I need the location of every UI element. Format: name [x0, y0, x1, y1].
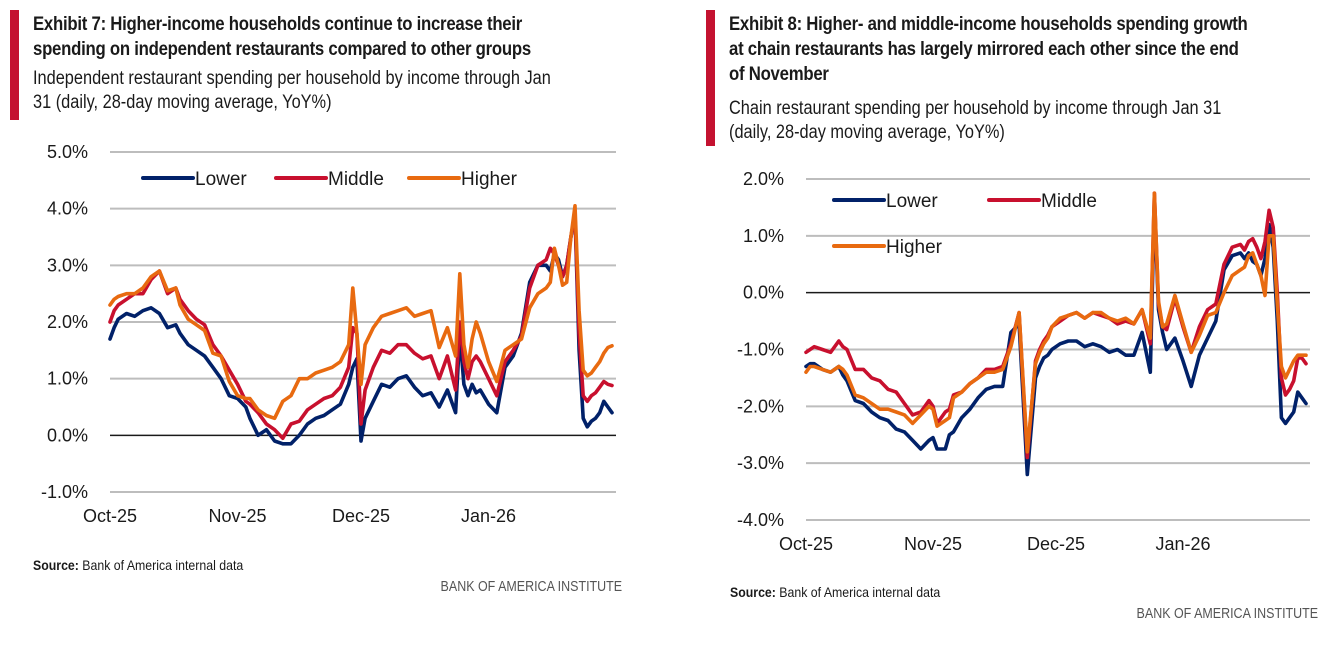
x-tick-label: Nov-25 [904, 534, 962, 554]
chart-title: Exhibit 7: Higher-income households cont… [33, 12, 531, 62]
series-line-middle [108, 212, 614, 441]
source-text: Bank of America internal data [775, 584, 941, 600]
legend-label-lower: Lower [195, 169, 247, 190]
source-label: Source: [730, 584, 776, 600]
y-tick-label: 1.0% [47, 369, 88, 389]
y-tick-label: 0.0% [743, 283, 784, 303]
series-line-higher [804, 191, 1308, 454]
source-text: Bank of America internal data [78, 557, 244, 573]
exhibit-7-chart: 5.0% 4.0% 3.0% 2.0% 1.0% 0.0% -1.0% Oct-25 Nov-2… [41, 142, 616, 526]
accent-bar [10, 10, 19, 120]
y-tick-label: 5.0% [47, 142, 88, 162]
y-tick-label: 3.0% [47, 255, 88, 275]
subtitle-line: Independent restaurant spending per hous… [33, 68, 551, 89]
subtitle-line: Chain restaurant spending per household … [729, 98, 1222, 119]
y-tick-label: 4.0% [47, 199, 88, 219]
y-tick-label: 1.0% [743, 226, 784, 246]
y-tick-label: 2.0% [743, 169, 784, 189]
subtitle-line: 31 (daily, 28-day moving average, YoY%) [33, 92, 332, 113]
x-tick-label: Nov-25 [209, 506, 267, 526]
title-line: spending on independent restaurants comp… [33, 38, 531, 60]
exhibit-8-panel: Exhibit 8: Higher- and middle-income hou… [700, 0, 1326, 650]
y-tick-label: -1.0% [41, 482, 88, 502]
subtitle-line: (daily, 28-day moving average, YoY%) [729, 122, 1005, 143]
x-tick-label: Dec-25 [1027, 534, 1085, 554]
source-note: Source: Bank of America internal data [33, 557, 243, 573]
y-tick-label: -4.0% [737, 510, 784, 530]
exhibit-8-chart: 2.0% 1.0% 0.0% -1.0% -2.0% -3.0% -4.0% Oct-25 No… [737, 169, 1310, 554]
y-tick-label: 0.0% [47, 425, 88, 445]
title-line: Exhibit 7: Higher-income households cont… [33, 13, 523, 35]
series-line-lower [804, 199, 1308, 477]
title-line: at chain restaurants has largely mirrore… [729, 38, 1239, 60]
y-tick-label: -2.0% [737, 396, 784, 416]
chart-subtitle: Independent restaurant spending per hous… [33, 67, 551, 115]
x-tick-label: Dec-25 [332, 506, 390, 526]
x-tick-label: Jan-26 [1156, 534, 1211, 554]
title-line: Exhibit 8: Higher- and middle-income hou… [729, 13, 1248, 35]
series-line-higher [108, 204, 614, 421]
brand-label: BANK OF AMERICA INSTITUTE [1136, 606, 1318, 622]
y-tick-label: 2.0% [47, 312, 88, 332]
source-note: Source: Bank of America internal data [730, 584, 940, 600]
legend-label-middle: Middle [1041, 191, 1097, 212]
x-tick-label: Jan-26 [461, 506, 516, 526]
legend-label-higher: Higher [886, 237, 943, 258]
chart-title: Exhibit 8: Higher- and middle-income hou… [729, 12, 1248, 87]
exhibit-7-panel: Exhibit 7: Higher-income households cont… [0, 0, 660, 650]
brand-label: BANK OF AMERICA INSTITUTE [440, 579, 622, 595]
y-tick-label: -3.0% [737, 453, 784, 473]
source-label: Source: [33, 557, 79, 573]
accent-bar [706, 10, 715, 146]
legend-label-middle: Middle [328, 169, 384, 190]
chart-subtitle: Chain restaurant spending per household … [729, 97, 1221, 145]
title-line: of November [729, 63, 829, 85]
x-tick-label: Oct-25 [779, 534, 833, 554]
y-tick-label: -1.0% [737, 340, 784, 360]
legend-label-higher: Higher [461, 169, 518, 190]
legend-label-lower: Lower [886, 191, 938, 212]
x-tick-label: Oct-25 [83, 506, 137, 526]
